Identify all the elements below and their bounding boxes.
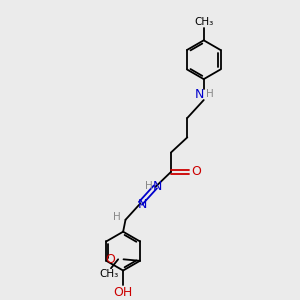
Text: N: N <box>195 88 204 100</box>
Text: H: H <box>206 89 214 99</box>
Text: CH₃: CH₃ <box>99 269 118 279</box>
Text: O: O <box>105 253 115 266</box>
Text: H: H <box>113 212 121 222</box>
Text: OH: OH <box>113 286 133 298</box>
Text: N: N <box>138 198 148 211</box>
Text: H: H <box>145 181 153 191</box>
Text: CH₃: CH₃ <box>194 17 213 27</box>
Text: O: O <box>191 166 201 178</box>
Text: N: N <box>153 179 163 193</box>
